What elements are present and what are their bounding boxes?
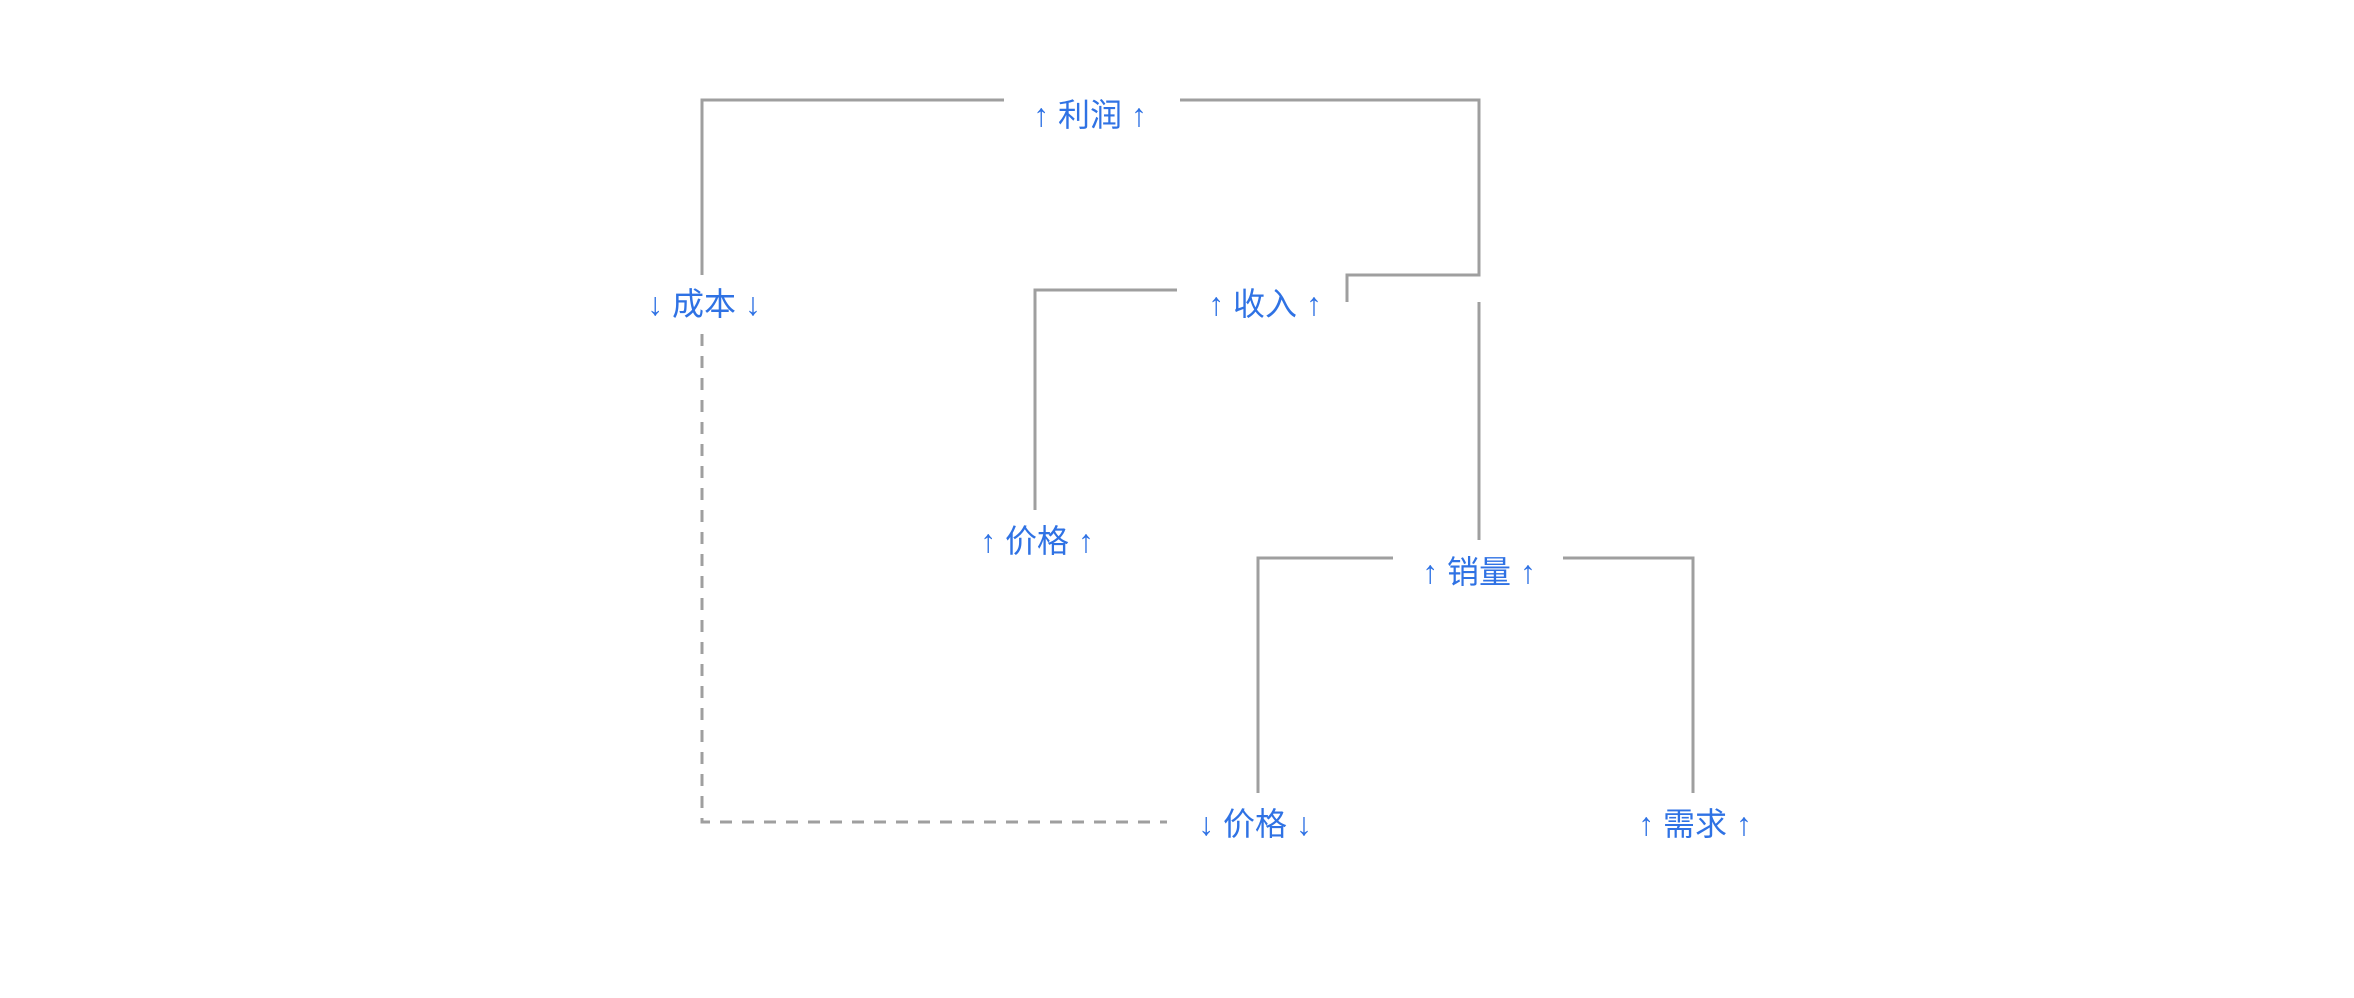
- node-price1: ↑ 价格 ↑: [980, 516, 1094, 562]
- edge-revenue-price1: [1035, 290, 1177, 510]
- node-cost: ↓ 成本 ↓: [647, 279, 761, 325]
- node-price2: ↓ 价格 ↓: [1198, 799, 1312, 845]
- edge-sales-price2: [1258, 558, 1393, 793]
- node-revenue: ↑ 收入 ↑: [1208, 279, 1322, 325]
- node-sales: ↑ 销量 ↑: [1422, 547, 1536, 593]
- connector-lines: [0, 0, 2354, 998]
- edge-profit-cost: [702, 100, 1004, 275]
- node-profit: ↑ 利润 ↑: [1033, 90, 1147, 136]
- profit-tree-diagram: ↑ 利润 ↑ ↓ 成本 ↓ ↑ 收入 ↑ ↑ 价格 ↑ ↑ 销量 ↑ ↓ 价格 ↓ ↑ 需求…: [0, 0, 2354, 998]
- node-demand: ↑ 需求 ↑: [1638, 799, 1752, 845]
- edge-profit-revenue: [1180, 100, 1479, 302]
- edge-sales-demand: [1563, 558, 1693, 793]
- edge-cost-price2: [702, 334, 1167, 822]
